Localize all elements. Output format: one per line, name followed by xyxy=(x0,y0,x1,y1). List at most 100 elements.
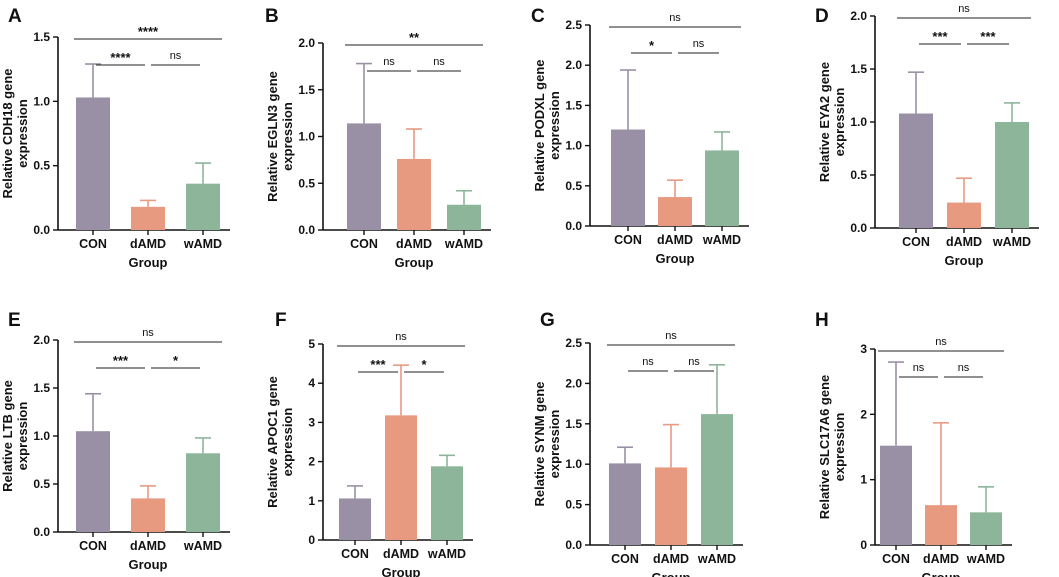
y-tick-label: 3 xyxy=(308,415,315,429)
y-tick-label: 0.0 xyxy=(33,525,50,539)
panel-c: C 0.0 0.5 1.0 1.5 2.0 2.5 CON dAMD wAMD Group Relat… xyxy=(531,6,749,266)
category-label-damd: dAMD xyxy=(396,237,432,251)
bar-wamd xyxy=(701,414,733,545)
panel-letter: G xyxy=(540,310,555,331)
category-label-wamd: wAMD xyxy=(697,552,736,566)
y-tick-label: 1.5 xyxy=(565,417,582,431)
bar-wamd xyxy=(970,512,1002,545)
y-axis-title: Relative CDH18 geneexpression xyxy=(0,68,30,198)
significance-label: ns xyxy=(935,336,947,348)
panel-letter: E xyxy=(8,310,21,331)
bar-damd xyxy=(925,505,957,545)
bar-damd xyxy=(131,498,165,532)
category-label-damd: dAMD xyxy=(946,235,982,249)
significance-label: **** xyxy=(138,24,159,39)
panel-h: H 0 1 2 3 CON dAMD wAMD Group Relative SLC17A6 ge… xyxy=(815,310,1012,577)
y-tick-label: 2.0 xyxy=(565,58,582,72)
y-tick-label: 2.0 xyxy=(565,376,582,390)
y-tick-label: 2.0 xyxy=(298,36,315,50)
y-tick-label: 0 xyxy=(308,533,315,547)
panel-letter: C xyxy=(531,6,545,27)
y-tick-label: 1.5 xyxy=(298,83,315,97)
y-tick-label: 0.0 xyxy=(298,223,315,237)
significance-label: ns xyxy=(665,330,677,342)
category-label-con: CON xyxy=(614,233,642,247)
y-tick-label: 0.5 xyxy=(565,498,582,512)
category-label-con: CON xyxy=(882,552,910,566)
y-tick-label: 0.0 xyxy=(565,538,582,552)
y-tick-label: 0 xyxy=(860,538,867,552)
y-axis-title: Relative APOC1 geneexpression xyxy=(265,376,295,508)
y-tick-label: 1.0 xyxy=(565,457,582,471)
panel-a: A 0.0 0.5 1.0 1.5 CON dAMD wAMD Group Relative CD… xyxy=(0,6,230,270)
bar-wamd xyxy=(431,466,463,540)
y-tick-label: 5 xyxy=(308,337,315,351)
panel-letter: H xyxy=(815,310,829,331)
category-label-damd: dAMD xyxy=(383,547,419,561)
bar-con xyxy=(76,431,110,532)
bar-damd xyxy=(385,415,417,540)
y-tick-label: 1 xyxy=(860,473,867,487)
significance-label: *** xyxy=(932,29,948,44)
x-axis-title: Group xyxy=(129,255,168,270)
significance-label: ns xyxy=(958,3,970,15)
category-label-wamd: wAMD xyxy=(183,539,222,553)
category-label-wamd: wAMD xyxy=(427,547,466,561)
x-axis-title: Group xyxy=(922,570,961,577)
y-tick-label: 0.5 xyxy=(850,168,867,182)
panel-letter: F xyxy=(275,310,287,331)
panel-letter: D xyxy=(815,6,829,27)
y-tick-label: 1.0 xyxy=(298,130,315,144)
x-axis-title: Group xyxy=(395,255,434,270)
y-tick-label: 1.5 xyxy=(33,30,50,44)
bar-damd xyxy=(131,206,165,230)
x-axis-title: Group xyxy=(652,570,691,577)
category-label-wamd: wAMD xyxy=(183,237,222,251)
bar-wamd xyxy=(186,183,220,230)
significance-label: ns xyxy=(142,327,154,339)
category-label-wamd: wAMD xyxy=(966,552,1005,566)
y-axis-title: Relative SYNM geneexpression xyxy=(532,382,562,507)
category-label-damd: dAMD xyxy=(130,237,166,251)
bar-con xyxy=(899,113,933,228)
panel-g: G 0.0 0.5 1.0 1.5 2.0 2.5 CON dAMD wAMD Group Relat… xyxy=(532,310,743,577)
category-label-wamd: wAMD xyxy=(992,235,1031,249)
bar-damd xyxy=(655,467,687,545)
significance-label: * xyxy=(173,353,179,368)
significance-label: ns xyxy=(688,356,700,368)
category-label-con: CON xyxy=(902,235,930,249)
bar-con xyxy=(880,445,912,545)
category-label-con: CON xyxy=(341,547,369,561)
y-tick-label: 1.5 xyxy=(565,98,582,112)
significance-label: ns xyxy=(669,12,681,24)
category-label-con: CON xyxy=(611,552,639,566)
y-tick-label: 2 xyxy=(860,407,867,421)
category-label-wamd: wAMD xyxy=(702,233,741,247)
bar-con xyxy=(611,129,645,226)
panel-d: D 0.0 0.5 1.0 1.5 2.0 CON dAMD wAMD Group Relative… xyxy=(815,3,1039,268)
panel-b: B 0.0 0.5 1.0 1.5 2.0 CON dAMD wAMD Group Relative… xyxy=(265,6,491,270)
y-axis-title: Relative EGLN3 geneexpression xyxy=(265,71,295,202)
x-axis-title: Group xyxy=(129,557,168,572)
category-label-con: CON xyxy=(350,237,378,251)
panel-letter: A xyxy=(8,6,22,27)
y-tick-label: 0.5 xyxy=(33,477,50,491)
y-tick-label: 1.0 xyxy=(33,94,50,108)
y-tick-label: 0.5 xyxy=(298,176,315,190)
significance-label: ns xyxy=(693,38,705,50)
x-axis-title: Group xyxy=(656,251,695,266)
significance-label: ns xyxy=(383,56,395,68)
y-tick-label: 4 xyxy=(308,376,315,390)
significance-label: ns xyxy=(170,50,182,62)
bar-damd xyxy=(947,202,981,228)
y-tick-label: 1.0 xyxy=(850,115,867,129)
y-tick-label: 2.0 xyxy=(850,9,867,23)
bar-wamd xyxy=(705,150,739,226)
category-label-damd: dAMD xyxy=(657,233,693,247)
y-axis-title: Relative EYA2 geneexpression xyxy=(817,62,847,182)
x-axis-title: Group xyxy=(382,565,421,577)
y-tick-label: 2.0 xyxy=(33,333,50,347)
x-axis-title: Group xyxy=(945,253,984,268)
bar-con xyxy=(609,463,641,545)
y-axis-title: Relative LTB geneexpression xyxy=(0,380,30,492)
